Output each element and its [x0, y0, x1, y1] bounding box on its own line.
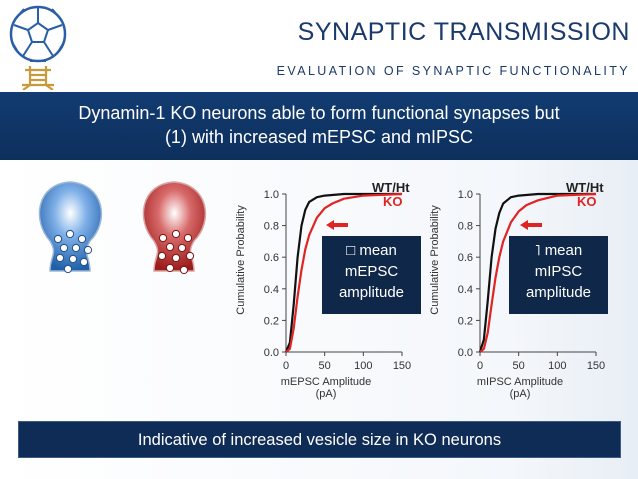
y-tick-label: 0.0 [264, 347, 279, 359]
mepsc-callout-line2: mEPSC [344, 263, 399, 280]
x-tick-label: 50 [513, 360, 525, 372]
series-line-ko [285, 192, 403, 353]
summary-banner: Dynamin-1 KO neurons able to form functi… [0, 92, 638, 160]
x-axis-label: mIPSC Amplitude [477, 376, 563, 388]
callout-symbol: □ [346, 242, 356, 259]
x-axis-unit: (pA) [316, 388, 337, 400]
y-axis-label: Cumulative Probability [429, 205, 441, 315]
banner-line-1: Dynamin-1 KO neurons able to form functi… [78, 103, 560, 123]
y-tick-label: 0.2 [458, 315, 473, 327]
x-tick-label: 50 [319, 360, 331, 372]
callout-text: mean [359, 242, 397, 259]
mipsc-cumulative-chart: Cumulative Probability mIPSC Amplitude (… [429, 180, 605, 400]
x-tick-label: 0 [477, 360, 483, 372]
mepsc-cumulative-chart: Cumulative Probability mEPSC Amplitude (… [235, 180, 411, 400]
y-tick-label: 1.0 [264, 189, 279, 201]
soccer-ball-logo-icon [9, 5, 67, 90]
y-tick-label: 0.4 [264, 284, 279, 296]
wt-terminal-icon [38, 181, 103, 274]
legend-ko: KO [577, 194, 597, 209]
y-tick-label: 0.8 [458, 221, 473, 233]
mepsc-callout: □ mean mEPSC amplitude [322, 236, 421, 314]
y-tick-label: 0.8 [264, 221, 279, 233]
callout-text: mean [544, 242, 583, 259]
series-line-wt [478, 192, 596, 353]
y-tick-label: 0.6 [264, 252, 279, 264]
ko-terminal-icon [142, 181, 207, 275]
y-tick-label: 0.0 [458, 347, 473, 359]
series-line-wt [284, 192, 402, 353]
y-tick-label: 0.2 [264, 315, 279, 327]
page-title: SYNAPTIC TRANSMISSION [297, 18, 630, 46]
y-axis-label: Cumulative Probability [235, 205, 247, 315]
x-axis-label: mEPSC Amplitude [281, 376, 371, 388]
banner-line-2: (1) with increased mEPSC and mIPSC [164, 127, 474, 147]
header: SYNAPTIC TRANSMISSION EVALUATION OF SYNA… [0, 0, 638, 92]
mipsc-callout-line1: ˥ mean [509, 240, 608, 261]
mipsc-callout-line3: amplitude [525, 284, 592, 301]
x-tick-label: 100 [548, 360, 566, 372]
series-line-ko [479, 192, 597, 353]
mipsc-callout: ˥ mean mIPSC amplitude [509, 236, 608, 314]
y-tick-label: 1.0 [458, 189, 473, 201]
page-subtitle: EVALUATION OF SYNAPTIC FUNCTIONALITY [276, 64, 630, 78]
x-axis-unit: (pA) [510, 388, 531, 400]
x-tick-label: 0 [283, 360, 289, 372]
ko-shift-arrow-icon [520, 220, 542, 230]
legend-wt: WT/Ht [566, 180, 604, 195]
x-tick-label: 100 [354, 360, 372, 372]
x-tick-label: 150 [587, 360, 605, 372]
mepsc-callout-line3: amplitude [338, 284, 405, 301]
synapse-illustration [38, 181, 207, 275]
legend-wt: WT/Ht [372, 180, 410, 195]
conclusion-bar: Indicative of increased vesicle size in … [18, 421, 621, 458]
ko-shift-arrow-icon [326, 220, 348, 230]
mepsc-callout-line1: □ mean [322, 240, 421, 261]
legend-ko: KO [383, 194, 403, 209]
x-tick-label: 150 [393, 360, 411, 372]
y-tick-label: 0.4 [458, 284, 473, 296]
y-tick-label: 0.6 [458, 252, 473, 264]
mipsc-callout-line2: mIPSC [534, 263, 583, 280]
callout-symbol: ˥ [534, 242, 541, 259]
